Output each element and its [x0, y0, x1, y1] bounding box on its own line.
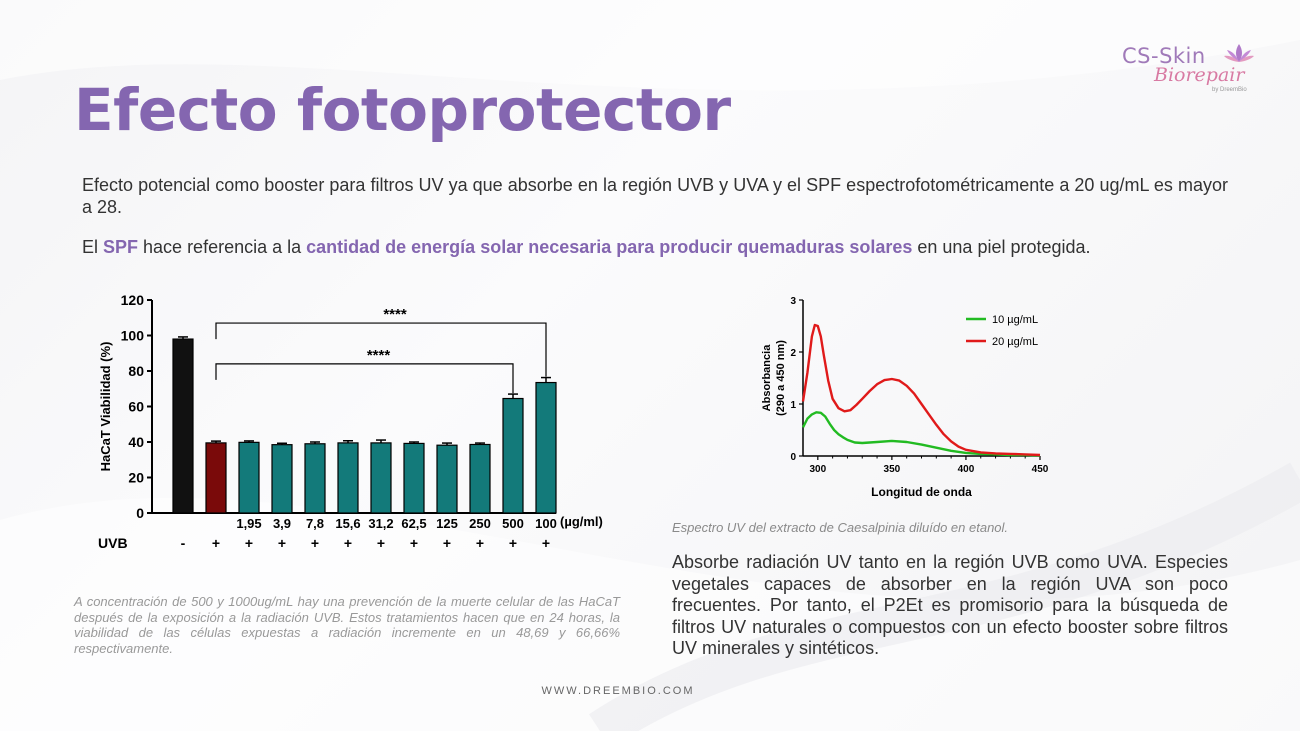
concentration-unit-label: (µg/ml): [560, 514, 603, 529]
concentration-label: 62,5: [401, 516, 426, 531]
y-tick-label: 1: [790, 400, 796, 411]
significance-label: ****: [383, 306, 407, 323]
concentration-label: 250: [469, 516, 491, 531]
significance-bracket: [215, 322, 547, 377]
uvb-sign: +: [410, 535, 418, 551]
viability-caption: A concentración de 500 y 1000ug/mL hay u…: [74, 594, 620, 656]
series-line-10: [801, 411, 1041, 457]
concentration-label: 100: [535, 516, 557, 531]
uvb-sign: +: [278, 535, 286, 551]
bar: [535, 381, 557, 514]
intro-paragraph: Efecto potencial como booster para filtr…: [82, 175, 1228, 217]
y-tick-label: 20: [128, 470, 144, 486]
y-tick-label: 60: [128, 399, 144, 415]
bar: [304, 443, 326, 514]
y-tick-label: 80: [128, 363, 144, 379]
concentration-label: 125: [436, 516, 458, 531]
legend-label: 10 µg/mL: [992, 314, 1038, 326]
viability-bar-chart: 0 20 40 60 80 100 120 HaCaT Viabilidad (%) **** *…: [98, 292, 603, 551]
bar: [172, 338, 194, 514]
uvb-sign: +: [344, 535, 352, 551]
x-axis-title: Longitud de onda: [871, 485, 972, 499]
bar: [502, 397, 524, 514]
bar: [403, 442, 425, 514]
concentration-label: 7,8: [306, 516, 324, 531]
bar: [205, 442, 227, 514]
uvb-sign: +: [377, 535, 385, 551]
logo-script-text: Biorepair: [1154, 64, 1245, 86]
uv-spectrum-chart: 0 1 2 3 300 350 400 450 Longitud de onda Absorban…: [761, 296, 1049, 499]
y-tick-label: 40: [128, 434, 144, 450]
brand-logo: CS-Skin Biorepair by DreemBio: [1120, 40, 1270, 100]
spf-text-1: El: [82, 237, 104, 257]
y-tick-label: 100: [121, 328, 145, 344]
uvb-sign: +: [443, 535, 451, 551]
uvb-sign: +: [476, 535, 484, 551]
uvb-sign: +: [311, 535, 319, 551]
x-tick-label: 450: [1032, 464, 1049, 475]
y-axis-title-line2: (290 a 450 nm): [775, 340, 787, 416]
uvb-sign: +: [509, 535, 517, 551]
logo-by-text: by DreemBio: [1212, 87, 1247, 93]
bar: [370, 442, 392, 514]
concentration-label: 1,95: [236, 516, 261, 531]
bar: [238, 441, 260, 514]
y-tick-label: 3: [790, 296, 796, 307]
lotus-icon: [1224, 44, 1254, 62]
significance-bracket: [215, 363, 514, 394]
significance-label: ****: [367, 347, 391, 364]
uvb-sign: +: [212, 535, 220, 551]
spf-highlight: SPF: [103, 237, 139, 257]
uvb-sign: -: [181, 535, 186, 551]
bar: [436, 444, 458, 514]
x-tick-label: 350: [884, 464, 901, 475]
x-tick-label: 400: [958, 464, 975, 475]
y-tick-label: 120: [121, 292, 145, 308]
legend-label: 20 µg/mL: [992, 336, 1038, 348]
y-tick-label: 0: [136, 505, 144, 521]
y-tick-label: 0: [790, 452, 796, 463]
uvb-row-label: UVB: [98, 535, 128, 551]
concentration-label: 15,6: [335, 516, 360, 531]
spf-text-2: hace referencia a la: [138, 237, 307, 257]
spectrum-caption: Espectro UV del extracto de Caesalpinia …: [672, 520, 1009, 535]
footer-website: WWW.DREEMBIO.COM: [541, 685, 695, 697]
spf-definition-highlight: cantidad de energía solar necesaria para…: [306, 237, 913, 257]
concentration-label: 31,2: [368, 516, 393, 531]
logo-brand-text: CS-Skin: [1122, 44, 1206, 68]
bar: [337, 442, 359, 514]
spf-paragraph: El SPF hace referencia a la cantidad de …: [82, 236, 1228, 258]
uvb-sign: +: [542, 535, 550, 551]
y-axis-title: HaCaT Viabilidad (%): [98, 342, 113, 472]
bar: [469, 443, 491, 514]
spf-text-3: en una piel protegida.: [912, 237, 1091, 257]
absorption-paragraph: Absorbe radiación UV tanto en la región …: [672, 552, 1228, 658]
x-tick-label: 300: [809, 464, 826, 475]
series-line-20: [801, 323, 1041, 457]
y-tick-label: 2: [790, 348, 796, 359]
bar: [271, 444, 293, 514]
page-title: Efecto fotoprotector: [74, 76, 731, 144]
y-axis-title-line1: Absorbancia: [761, 344, 773, 412]
uvb-sign: +: [245, 535, 253, 551]
concentration-label: 3,9: [273, 516, 291, 531]
concentration-label: 500: [502, 516, 524, 531]
